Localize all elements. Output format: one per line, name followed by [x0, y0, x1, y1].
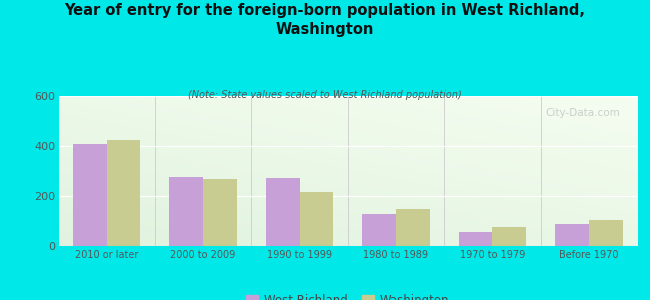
- Bar: [203, 179, 237, 246]
- Text: Year of entry for the foreign-born population in West Richland,
Washington: Year of entry for the foreign-born popul…: [64, 3, 586, 37]
- Bar: [300, 191, 333, 246]
- Legend: West Richland, Washington: West Richland, Washington: [242, 290, 454, 300]
- Bar: [73, 143, 107, 246]
- Bar: [459, 232, 493, 246]
- Text: City-Data.com: City-Data.com: [545, 108, 619, 118]
- Bar: [362, 214, 396, 246]
- Bar: [555, 224, 589, 246]
- Bar: [589, 220, 623, 246]
- Text: (Note: State values scaled to West Richland population): (Note: State values scaled to West Richl…: [188, 90, 462, 100]
- Bar: [107, 140, 140, 246]
- Bar: [493, 226, 526, 246]
- Bar: [396, 209, 430, 246]
- Bar: [266, 178, 300, 246]
- Bar: [170, 177, 203, 246]
